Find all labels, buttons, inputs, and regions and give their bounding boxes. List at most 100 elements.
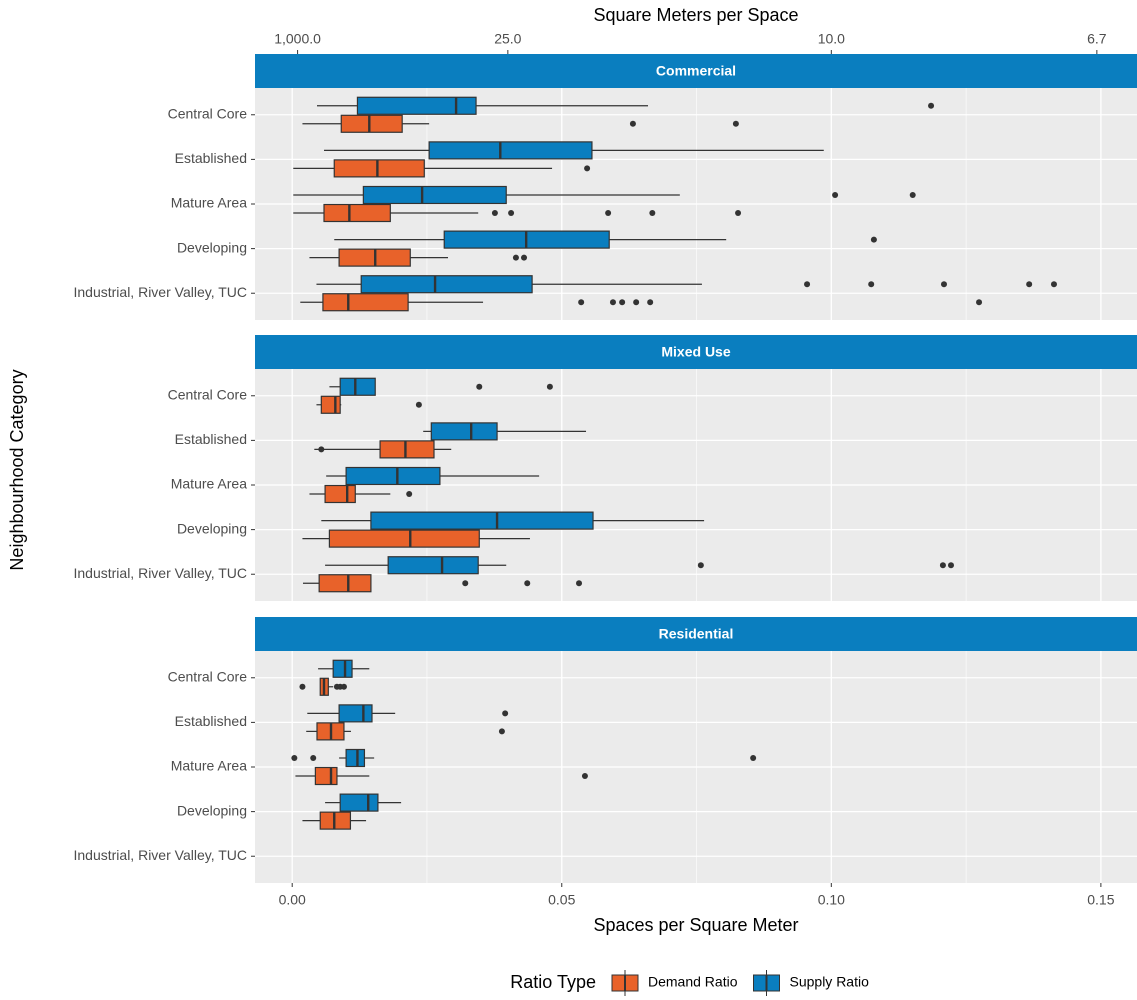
outlier (948, 562, 955, 569)
y-axis-title: Neighbourhood Category (7, 369, 27, 570)
outlier (629, 120, 636, 127)
outlier (462, 580, 469, 587)
strip (255, 54, 1137, 88)
outlier (649, 210, 656, 216)
outlier (299, 683, 306, 690)
outlier (870, 236, 877, 243)
box (328, 529, 480, 548)
box (370, 511, 594, 530)
outlier (868, 281, 875, 288)
y-tick-label: Industrial, River Valley, TUC (74, 847, 248, 863)
strip (255, 335, 1137, 369)
y-tick-label: Mature Area (171, 758, 247, 774)
box (314, 766, 338, 786)
box (345, 466, 441, 486)
outlier (735, 210, 742, 216)
box (362, 185, 507, 205)
outlier (697, 562, 704, 569)
outlier (340, 683, 347, 690)
box (333, 159, 425, 178)
outlier (578, 299, 585, 306)
outlier (524, 580, 531, 587)
outlier (928, 102, 935, 109)
box (360, 275, 533, 294)
box (379, 440, 435, 459)
box (332, 659, 353, 678)
strip-title: Residential (659, 626, 734, 642)
outlier (310, 755, 317, 761)
x-tick-label: 0.15 (1087, 892, 1114, 908)
y-tick-label: Industrial, River Valley, TUC (74, 565, 248, 581)
x2-tick-label: 10.0 (818, 31, 845, 47)
y-tick-label: Developing (177, 239, 247, 255)
strip-title: Commercial (656, 63, 736, 79)
outlier (1026, 281, 1033, 288)
box (356, 96, 477, 115)
outlier (976, 299, 983, 306)
x2-tick-label: 1,000.0 (274, 31, 321, 47)
outlier (521, 254, 528, 261)
outlier (605, 210, 612, 216)
y-tick-label: Established (175, 713, 247, 729)
legend-label: Supply Ratio (790, 974, 870, 990)
box (338, 704, 373, 723)
outlier (750, 755, 757, 761)
y-tick-label: Central Core (168, 105, 248, 121)
outlier (1050, 281, 1057, 288)
outlier (832, 192, 839, 198)
x2-axis-title: Square Meters per Space (593, 5, 798, 25)
x-axis-title: Spaces per Square Meter (593, 915, 798, 935)
strip (255, 617, 1137, 651)
outlier (512, 254, 519, 261)
y-tick-label: Established (175, 150, 247, 166)
outlier (732, 120, 739, 127)
outlier (546, 383, 553, 390)
outlier (581, 773, 588, 779)
box (430, 422, 498, 441)
y-tick-label: Central Core (168, 668, 248, 684)
x-tick-label: 0.10 (818, 892, 845, 908)
outlier (584, 165, 591, 172)
x-tick-label: 0.05 (548, 892, 575, 908)
outlier (909, 192, 916, 198)
outlier (619, 299, 626, 306)
outlier (576, 580, 583, 587)
outlier (476, 383, 483, 390)
x2-tick-label: 6.7 (1087, 31, 1107, 47)
box (345, 748, 366, 768)
outlier (508, 210, 515, 216)
outlier (940, 281, 947, 288)
box (324, 484, 356, 504)
outlier (647, 299, 654, 306)
box (320, 395, 341, 414)
outlier (415, 401, 422, 408)
legend-title: Ratio Type (510, 972, 596, 992)
box (428, 141, 593, 160)
outlier (502, 710, 509, 717)
y-tick-label: Mature Area (171, 476, 247, 492)
y-tick-label: Central Core (168, 386, 248, 402)
box (339, 377, 376, 396)
outlier (406, 491, 413, 497)
x2-tick-label: 25.0 (494, 31, 521, 47)
y-tick-label: Developing (177, 520, 247, 536)
legend-label: Demand Ratio (648, 974, 738, 990)
outlier (804, 281, 811, 288)
outlier (318, 446, 325, 453)
box (387, 556, 479, 575)
y-tick-label: Industrial, River Valley, TUC (74, 284, 248, 300)
box (318, 574, 372, 593)
strip-title: Mixed Use (661, 344, 730, 360)
box (322, 293, 409, 312)
y-tick-label: Mature Area (171, 195, 247, 211)
box (339, 793, 379, 812)
outlier (609, 299, 616, 306)
outlier (633, 299, 640, 306)
outlier (491, 210, 498, 216)
x-tick-label: 0.00 (279, 892, 306, 908)
outlier (291, 755, 298, 761)
y-tick-label: Developing (177, 802, 247, 818)
outlier (939, 562, 946, 569)
box (340, 114, 403, 133)
